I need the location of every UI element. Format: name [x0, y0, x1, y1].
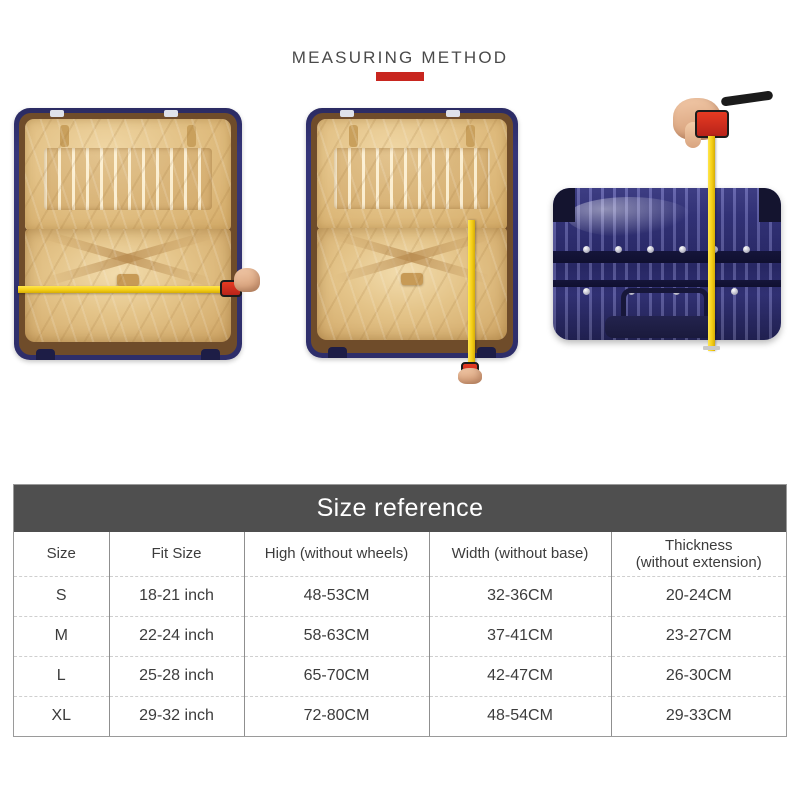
- cell-fit: 18-21 inch: [109, 576, 245, 617]
- cell-high: 58-63CM: [244, 616, 430, 657]
- measuring-photo-strip: [0, 88, 800, 388]
- size-chart: Size Fit Size High (without wheels) Widt…: [14, 532, 786, 736]
- page-title: MEASURING METHOD: [291, 48, 509, 67]
- rivet: [743, 246, 750, 253]
- tape-measure-vertical: [468, 220, 475, 370]
- cell-fit: 25-28 inch: [109, 656, 245, 697]
- table-row: M 22-24 inch 58-63CM 37-41CM 23-27CM: [14, 616, 786, 657]
- open-suitcase-body: [14, 108, 242, 360]
- suitcase-corner-guard: [759, 188, 781, 222]
- strap-buckle: [401, 272, 423, 285]
- rivet: [615, 246, 622, 253]
- thickness-label-line1: Thickness: [664, 536, 733, 554]
- suitcase-ribs: [553, 188, 781, 340]
- cell-high: 72-80CM: [244, 696, 430, 736]
- lid-hinge-left: [50, 110, 65, 117]
- cell-thickness: 20-24CM: [611, 576, 786, 617]
- column-header-high: High (without wheels): [244, 532, 430, 577]
- strap-buckle: [117, 274, 139, 287]
- tape-measure-horizontal: [18, 286, 230, 293]
- cell-size: XL: [14, 696, 110, 736]
- lid-mesh-pocket: [43, 147, 213, 210]
- photo-suitcase-width: [6, 100, 260, 368]
- rivet: [583, 246, 590, 253]
- thickness-label-line2: (without extension): [635, 553, 762, 571]
- lid-hinge-right: [445, 110, 460, 117]
- tape-measure-case: [695, 110, 729, 138]
- column-header-size: Size: [14, 532, 110, 577]
- cell-width: 48-54CM: [429, 696, 612, 736]
- size-reference-title: Size reference: [14, 485, 786, 532]
- suitcase-lower-band: [553, 280, 781, 287]
- column-header-thickness: Thickness (without extension): [611, 532, 786, 577]
- table-row: S 18-21 inch 48-53CM 32-36CM 20-24CM: [14, 576, 786, 617]
- suitcase-lid-lining: [317, 119, 507, 229]
- cell-size: L: [14, 656, 110, 697]
- suitcase-mid-band: [553, 251, 781, 263]
- hand-holding-tape: [234, 268, 260, 292]
- cell-width: 37-41CM: [429, 616, 612, 657]
- suitcase-wheel-right: [201, 349, 220, 360]
- suitcase-wheel-left: [328, 347, 347, 358]
- cell-width: 32-36CM: [429, 576, 612, 617]
- rivet: [647, 246, 654, 253]
- table-row: XL 29-32 inch 72-80CM 48-54CM 29-33CM: [14, 696, 786, 736]
- cell-thickness: 26-30CM: [611, 656, 786, 697]
- suitcase-corner-guard: [553, 188, 575, 222]
- tape-measure-strap: [720, 90, 774, 107]
- cell-thickness: 29-33CM: [665, 707, 732, 725]
- tape-measure-vertical: [708, 136, 715, 351]
- rivet: [679, 246, 686, 253]
- table-header-row: Size Fit Size High (without wheels) Widt…: [14, 532, 786, 577]
- cell-thickness: 23-27CM: [611, 616, 786, 657]
- page-header: MEASURING METHOD: [0, 0, 800, 95]
- size-reference-table: Size reference Size Fit Size High (witho…: [13, 484, 787, 737]
- lid-strap-right: [465, 124, 475, 147]
- photo-suitcase-thickness: [545, 88, 795, 378]
- rivet: [731, 288, 738, 295]
- cell-width: 42-47CM: [429, 656, 612, 697]
- suitcase-wheel-right: [477, 347, 496, 358]
- cell-high: 65-70CM: [244, 656, 430, 697]
- lid-strap-left: [60, 124, 70, 147]
- suitcase-lid-lining: [25, 119, 231, 230]
- lid-strap-left: [349, 124, 359, 147]
- hand-holding-tape: [458, 368, 482, 384]
- open-suitcase-body: [306, 108, 518, 358]
- photo-suitcase-height: [288, 100, 538, 384]
- column-header-fit-size: Fit Size: [109, 532, 245, 577]
- suitcase-gloss-highlight: [566, 197, 693, 237]
- lid-hinge-left: [339, 110, 354, 117]
- rivet: [583, 288, 590, 295]
- tape-measure-end-hook: [703, 346, 720, 350]
- cell-fit: 29-32 inch: [109, 696, 245, 736]
- cell-size: S: [14, 576, 110, 617]
- title-accent-bar: [376, 72, 424, 81]
- trolley-handle-housing: [605, 316, 717, 338]
- lid-mesh-pocket: [334, 147, 490, 210]
- suitcase-wheel-left: [36, 349, 55, 360]
- lid-strap-right: [186, 124, 196, 147]
- table-row: L 25-28 inch 65-70CM 42-47CM 26-30CM: [14, 656, 786, 697]
- suitcase-main-compartment: [317, 228, 507, 340]
- column-header-width: Width (without base): [429, 532, 612, 577]
- cell-size: M: [14, 616, 110, 657]
- cell-high: 48-53CM: [244, 576, 430, 617]
- cell-fit: 22-24 inch: [109, 616, 245, 657]
- lid-hinge-right: [164, 110, 179, 117]
- closed-suitcase-body: [553, 188, 781, 340]
